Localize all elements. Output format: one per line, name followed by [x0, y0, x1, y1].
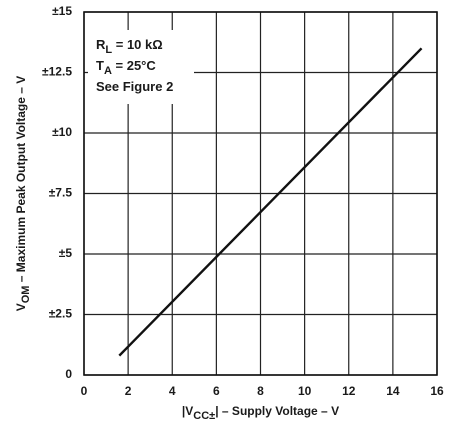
text-part: = 10 kΩ: [112, 37, 163, 52]
y-axis-label: VOM – Maximum Peak Output Voltage – V: [14, 76, 32, 312]
annotation: See Figure 2: [96, 79, 173, 94]
x-tick-label: 14: [386, 384, 400, 398]
text-part: |V: [182, 404, 193, 418]
subscript: CC±: [193, 410, 215, 422]
plot-frame: [83, 11, 438, 376]
y-tick-label: ±12.5: [42, 65, 72, 79]
x-tick-label: 8: [257, 384, 264, 398]
y-tick-label: 0: [65, 367, 72, 381]
subscript: OM: [20, 286, 32, 304]
x-tick-label: 4: [169, 384, 176, 398]
annotation-box: [88, 30, 194, 104]
y-tick-label: ±7.5: [49, 186, 73, 200]
x-tick-label: 12: [342, 384, 356, 398]
text-part: T: [96, 58, 104, 73]
text-part: = 25°C: [112, 58, 156, 73]
x-tick-label: 0: [81, 384, 88, 398]
text-part: R: [96, 37, 106, 52]
annotation: TA = 25°C: [96, 58, 156, 76]
x-tick-label: 2: [125, 384, 132, 398]
x-tick-label: 6: [213, 384, 220, 398]
y-tick-label: ±15: [52, 4, 72, 18]
text-part: – Maximum Peak Output Voltage – V: [14, 76, 28, 286]
x-tick-label: 16: [430, 384, 444, 398]
subscript: L: [105, 44, 112, 56]
subscript: A: [104, 65, 112, 77]
y-tick-label: ±2.5: [49, 307, 73, 321]
data-line: [118, 47, 423, 357]
text-part: V: [14, 303, 28, 311]
annotation: RL = 10 kΩ: [96, 37, 163, 55]
x-tick-label: 10: [298, 384, 312, 398]
text-part: See Figure 2: [96, 79, 173, 94]
y-tick-label: ±10: [52, 125, 72, 139]
text-part: | – Supply Voltage – V: [215, 404, 339, 418]
y-tick-label: ±5: [59, 246, 73, 260]
x-axis-label: |VCC±| – Supply Voltage – V: [182, 404, 339, 422]
